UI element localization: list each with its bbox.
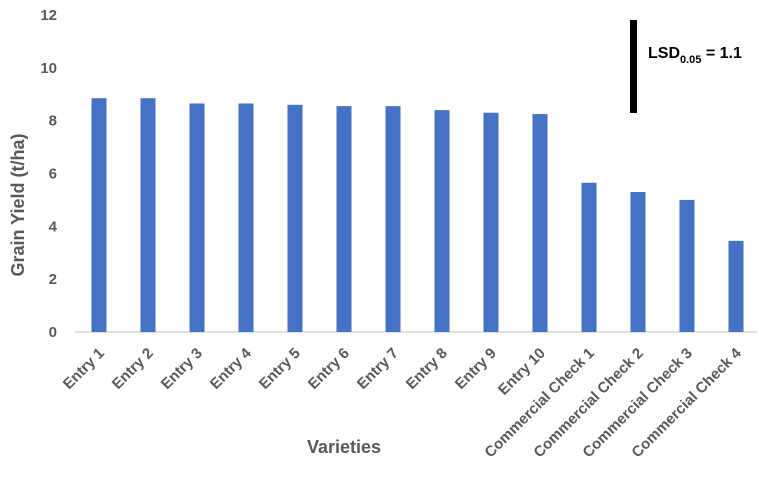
- bar: [91, 98, 107, 333]
- bar: [679, 199, 695, 332]
- bars: [91, 98, 744, 333]
- y-tick-label: 12: [40, 7, 57, 24]
- bar: [581, 182, 597, 332]
- bar: [287, 104, 303, 332]
- x-axis-title: Varieties: [307, 437, 381, 457]
- y-axis-ticks: 0 2 4 6 8 10 12: [40, 7, 57, 341]
- lsd-label: LSD0.05 = 1.1: [648, 45, 742, 66]
- x-axis-ticks: Entry 1 Entry 2 Entry 3 Entry 4 Entry 5 Entry…: [60, 344, 745, 461]
- bar: [140, 98, 156, 333]
- x-tick-label: Entry 5: [256, 345, 304, 393]
- bar: [630, 191, 646, 332]
- x-tick-label: Entry 8: [403, 345, 451, 393]
- x-tick-label: Entry 1: [60, 345, 108, 393]
- lsd-label-main: LSD: [648, 45, 680, 62]
- bar: [434, 110, 450, 332]
- y-tick-label: 8: [49, 113, 57, 130]
- x-tick-label: Entry 7: [354, 345, 402, 393]
- bar: [532, 114, 548, 332]
- x-tick-label: Entry 4: [207, 344, 255, 392]
- bar: [336, 106, 352, 332]
- y-tick-label: 0: [49, 324, 57, 341]
- lsd-bar: [630, 20, 637, 113]
- lsd-label-subscript: 0.05: [680, 54, 701, 66]
- bar: [728, 240, 744, 332]
- lsd-label-value: = 1.1: [701, 45, 742, 62]
- x-tick-label: Entry 6: [305, 345, 353, 393]
- x-tick-label: Entry 9: [452, 345, 500, 393]
- lsd-annotation: LSD0.05 = 1.1: [630, 20, 742, 113]
- bar: [483, 112, 499, 332]
- y-tick-label: 6: [49, 166, 57, 183]
- y-tick-label: 2: [49, 271, 57, 288]
- bar: [189, 103, 205, 332]
- x-tick-label: Entry 2: [109, 345, 157, 393]
- bar: [385, 106, 401, 332]
- x-tick-label: Entry 3: [158, 345, 206, 393]
- bar: [238, 103, 254, 332]
- y-tick-label: 10: [40, 60, 57, 77]
- y-tick-label: 4: [49, 218, 58, 235]
- y-axis-title: Grain Yield (t/ha): [8, 133, 28, 276]
